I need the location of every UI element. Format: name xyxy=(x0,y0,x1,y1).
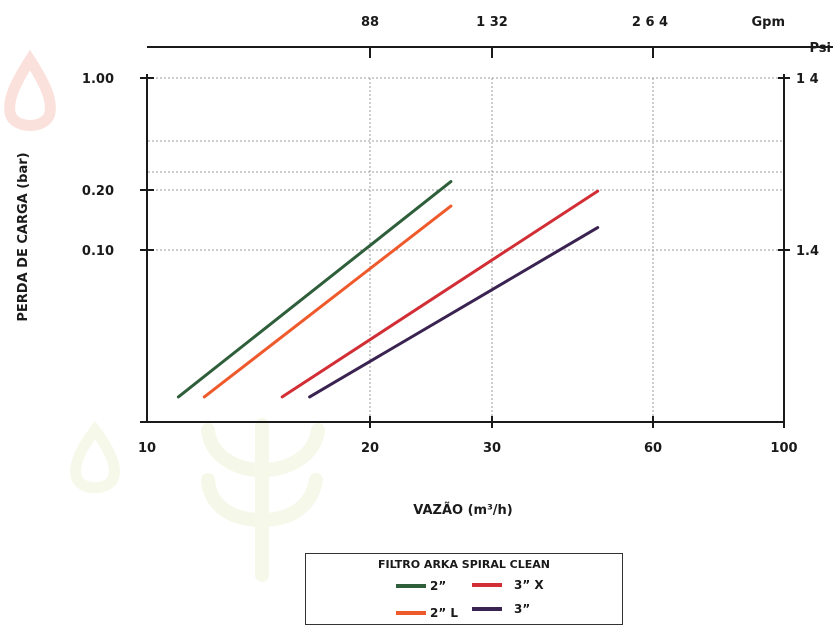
grid xyxy=(148,78,783,422)
x-tick-label: 30 xyxy=(483,441,501,456)
legend-swatch xyxy=(472,607,502,611)
legend-item-2in-l: 2” L xyxy=(396,606,458,620)
legend-item-2in: 2” xyxy=(396,579,446,593)
y-tick-label: 1.00 xyxy=(82,72,114,87)
x-tick-label: 60 xyxy=(644,441,662,456)
x-tick-label: 100 xyxy=(770,441,797,456)
legend-label: 3” X xyxy=(514,578,544,592)
top-tick-label: 1 32 xyxy=(476,15,508,30)
legend-item-3in: 3” xyxy=(472,602,530,616)
legend-swatch xyxy=(396,611,426,615)
x-axis-title: VAZÃO (m³/h) xyxy=(413,502,512,518)
top-axis-unit: Gpm xyxy=(751,15,785,30)
top-tick-label: 88 xyxy=(361,15,379,30)
series-line-2 xyxy=(282,191,598,397)
series-line-3 xyxy=(310,228,598,397)
x-tick-label: 10 xyxy=(138,441,156,456)
y-tick-label: 0.20 xyxy=(82,184,114,199)
legend-label: 2” L xyxy=(430,606,458,620)
legend: FILTRO ARKA SPIRAL CLEAN 2” 2” L 3” X 3” xyxy=(305,553,623,625)
y-axis-title: PERDA DE CARGA (bar) xyxy=(16,152,31,321)
right-tick-label: 1.4 xyxy=(796,244,819,259)
legend-swatch xyxy=(472,583,502,587)
y-tick-label: 0.10 xyxy=(82,244,114,259)
axes xyxy=(140,47,833,428)
legend-swatch xyxy=(396,584,426,588)
legend-title: FILTRO ARKA SPIRAL CLEAN xyxy=(306,558,622,571)
series-layer xyxy=(178,182,597,397)
right-tick-label: 1 4 xyxy=(796,72,819,87)
legend-label: 2” xyxy=(430,579,446,593)
legend-label: 3” xyxy=(514,602,530,616)
series-line-0 xyxy=(178,182,451,397)
legend-item-3in-x: 3” X xyxy=(472,578,544,592)
x-tick-label: 20 xyxy=(361,441,379,456)
right-axis-unit: Psi xyxy=(810,41,832,56)
top-tick-label: 2 6 4 xyxy=(632,15,668,30)
watermark-logo xyxy=(10,60,318,575)
